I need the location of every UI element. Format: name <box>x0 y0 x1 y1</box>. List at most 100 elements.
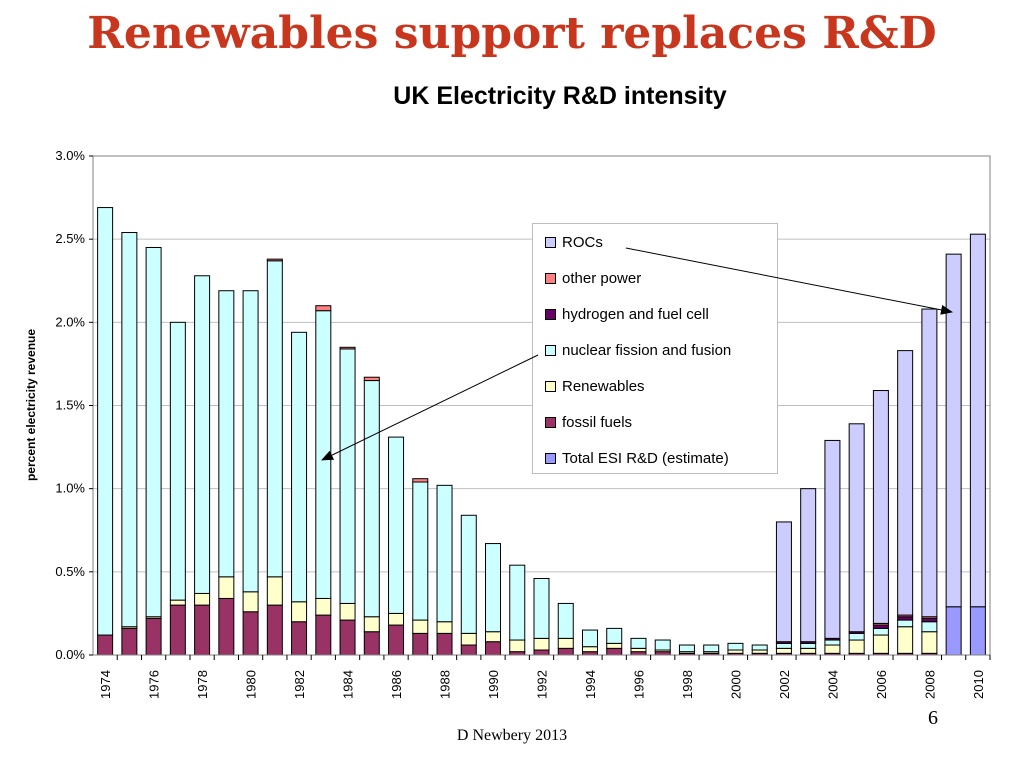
bar-segment-nuclear-1976 <box>145 246 162 618</box>
x-tick-label: 2008 <box>922 670 937 699</box>
y-tick-label: 1.0% <box>55 481 85 496</box>
bar-segment-fossil-1989 <box>460 644 477 656</box>
bar-segment-renewables-1990 <box>485 631 502 643</box>
bar-segment-fossil-1982 <box>291 621 308 656</box>
x-tick-label: 1980 <box>244 670 259 699</box>
bar-segment-rocs-2003 <box>800 488 817 643</box>
bar-segment-rocs-2006 <box>872 390 889 624</box>
bar-segment-fossil-1987 <box>412 632 429 656</box>
x-tick-label: 2010 <box>971 670 986 699</box>
bar-segment-rocs-2005 <box>848 423 865 633</box>
bar-segment-renewables-1984 <box>339 602 356 621</box>
bar-segment-nuclear-1988 <box>436 484 453 623</box>
x-tick-label: 1976 <box>147 670 162 699</box>
y-tick-label: 0.5% <box>55 564 85 579</box>
legend-swatch <box>545 380 556 392</box>
bar-segment-rocs-2007 <box>897 350 914 616</box>
legend-swatch <box>545 452 556 464</box>
bar-segment-nuclear-1991 <box>509 564 526 641</box>
legend-item-fossil: fossil fuels <box>545 412 632 432</box>
bar-segment-rocs-2009 <box>945 253 962 608</box>
bar-segment-renewables-1982 <box>291 601 308 623</box>
bar-segment-nuclear-1977 <box>169 321 186 601</box>
y-tick-label: 0.0% <box>55 647 85 662</box>
bar-segment-fossil-1993 <box>557 647 574 656</box>
bar-segment-fossil-1977 <box>169 604 186 656</box>
bar-segment-fossil-1988 <box>436 632 453 656</box>
page-number: 6 <box>928 707 938 729</box>
bar-segment-nuclear-1985 <box>363 380 380 618</box>
bar-segment-fossil-1984 <box>339 619 356 656</box>
bar-segment-nuclear-2007 <box>897 619 914 628</box>
x-tick-label: 2004 <box>825 670 840 699</box>
bar-segment-fossil-1983 <box>315 614 332 656</box>
bar-segment-renewables-2008 <box>921 631 938 654</box>
bar-segment-renewables-1981 <box>266 576 283 606</box>
x-tick-label: 1986 <box>389 670 404 699</box>
bar-segment-nuclear-1996 <box>630 637 647 649</box>
bar-segment-rocs-2010 <box>969 233 986 608</box>
bar-segment-nuclear-2006 <box>872 627 889 636</box>
bar-segment-renewables-1986 <box>388 612 405 626</box>
bar-segment-nuclear-1987 <box>412 481 429 621</box>
bar-segment-nuclear-1981 <box>266 260 283 578</box>
legend-item-rocs: ROCs <box>545 232 603 252</box>
x-tick-label: 1998 <box>680 670 695 699</box>
bar-segment-renewables-1993 <box>557 637 574 649</box>
bar-segment-fossil-1990 <box>485 641 502 656</box>
legend-label: hydrogen and fuel cell <box>562 305 709 323</box>
chart-legend: ROCs other power hydrogen and fuel cell nuc… <box>532 223 778 474</box>
bar-segment-renewables-2006 <box>872 634 889 654</box>
bar-segment-fossil-1974 <box>97 634 114 656</box>
x-tick-label: 1994 <box>583 670 598 699</box>
y-tick-label: 2.0% <box>55 314 85 329</box>
y-tick-labels: 0.0% 0.5% 1.0% 1.5% 2.0% 2.5% 3.0% <box>55 148 85 662</box>
bar-segment-nuclear-2004 <box>824 639 841 646</box>
bar-segment-nuclear-1986 <box>388 436 405 614</box>
chart-title: UK Electricity R&D intensity <box>393 82 727 110</box>
x-tick-label: 1988 <box>438 670 453 699</box>
bar-segment-total_esi-2009 <box>945 606 962 656</box>
bar-segment-fossil-1980 <box>242 611 259 656</box>
bar-segment-nuclear-1978 <box>194 275 211 594</box>
bar-segment-renewables-1994 <box>581 646 598 653</box>
bar-segment-nuclear-1984 <box>339 348 356 604</box>
bar-segment-nuclear-2005 <box>848 632 865 641</box>
legend-item-other_power: other power <box>545 268 641 288</box>
y-tick-label: 2.5% <box>55 231 85 246</box>
legend-item-hydrogen: hydrogen and fuel cell <box>545 304 709 324</box>
legend-item-nuclear: nuclear fission and fusion <box>545 340 731 360</box>
bar-segment-fossil-1992 <box>533 649 550 656</box>
x-tick-label: 2002 <box>777 670 792 699</box>
bar-segment-fossil-1979 <box>218 597 235 656</box>
x-tick-label: 1978 <box>195 670 210 699</box>
bar-segment-nuclear-1997 <box>654 639 671 651</box>
y-tick-label: 3.0% <box>55 148 85 163</box>
bar-segment-nuclear-2002 <box>775 642 792 649</box>
legend-label: nuclear fission and fusion <box>562 341 732 359</box>
x-tick-labels: 1974 1976 1978 1980 1982 1984 1986 1988 1990 1992… <box>98 670 986 699</box>
y-tick-label: 1.5% <box>55 398 85 413</box>
bar-segment-nuclear-1992 <box>533 577 550 639</box>
bar-segment-renewables-1992 <box>533 637 550 651</box>
bar-segment-renewables-2007 <box>897 626 914 654</box>
bar-segment-nuclear-2003 <box>800 642 817 649</box>
bar-segment-nuclear-1974 <box>97 207 114 636</box>
bar-segment-nuclear-1979 <box>218 290 235 578</box>
x-tick-label: 2000 <box>728 670 743 699</box>
x-tick-label: 2006 <box>874 670 889 699</box>
bar-segment-other_power-1985 <box>363 376 380 382</box>
bar-segment-nuclear-1999 <box>703 644 720 653</box>
bar-segment-nuclear-2008 <box>921 621 938 633</box>
bar-segment-fossil-1981 <box>266 604 283 656</box>
bar-segment-nuclear-1993 <box>557 602 574 639</box>
bar-segment-renewables-1995 <box>606 642 623 649</box>
axes <box>89 155 991 660</box>
bar-segment-renewables-1980 <box>242 591 259 613</box>
legend-swatch <box>545 272 556 284</box>
bar-segment-renewables-1983 <box>315 597 332 616</box>
bar-segment-fossil-1985 <box>363 631 380 656</box>
x-tick-label: 1984 <box>341 670 356 699</box>
bar-segment-fossil-1986 <box>388 624 405 656</box>
bar-segment-nuclear-2001 <box>751 644 768 651</box>
